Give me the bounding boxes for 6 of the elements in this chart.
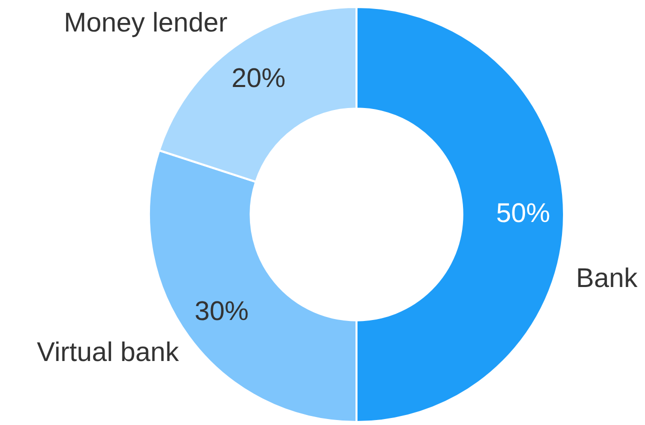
slice-label: Virtual bank [36, 336, 180, 367]
slice-label: Money lender [64, 7, 228, 38]
data-label: 50% [496, 198, 550, 228]
slice-label: Bank [576, 262, 638, 293]
data-label: 20% [232, 63, 286, 94]
data-label: 30% [194, 296, 249, 326]
